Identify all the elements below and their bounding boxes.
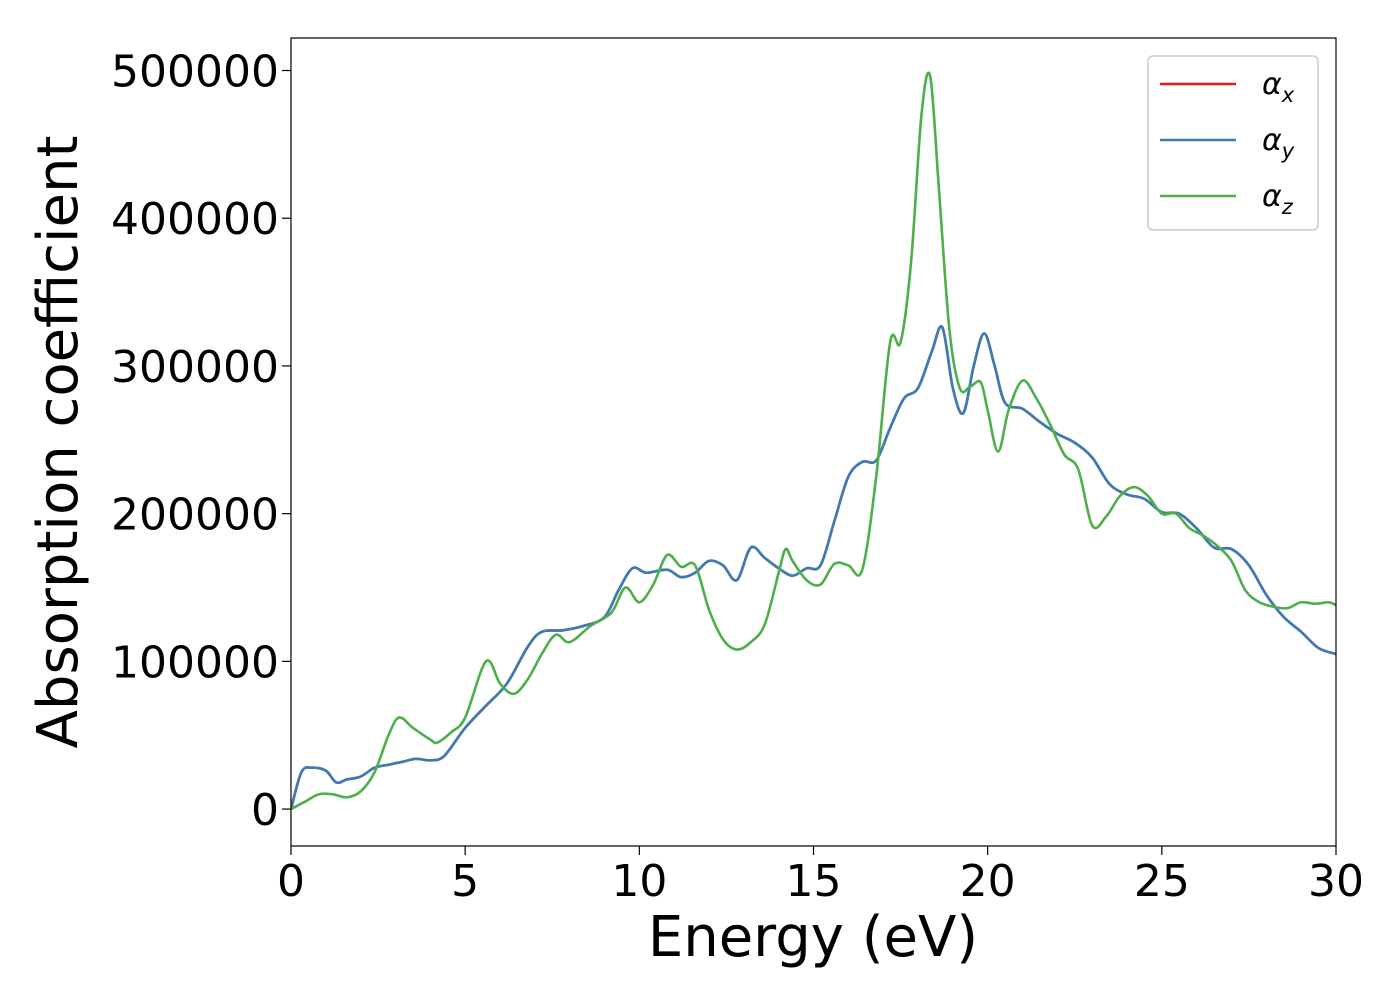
y-axis-ticks: 0 100000 200000 300000 400000 500000 xyxy=(111,46,291,836)
y-tick-label: 0 xyxy=(251,785,279,836)
legend-label-x: αx xyxy=(1262,67,1295,107)
y-tick-label: 100000 xyxy=(111,637,279,688)
x-tick-label: 15 xyxy=(786,856,842,907)
x-tick-label: 0 xyxy=(277,856,305,907)
series-line-2 xyxy=(291,325,1336,810)
x-tick-label: 25 xyxy=(1134,856,1190,907)
y-tick-label: 200000 xyxy=(111,490,279,541)
y-tick-label: 300000 xyxy=(111,342,279,393)
legend: αx αy αz xyxy=(1147,55,1319,231)
y-axis-label: Absorption coefficient xyxy=(26,136,91,749)
legend-label-y: αy xyxy=(1262,123,1295,163)
y-tick-label: 500000 xyxy=(111,46,279,97)
x-tick-label: 20 xyxy=(960,856,1016,907)
x-axis-ticks: 0 5 10 15 20 25 30 xyxy=(277,846,1364,907)
legend-box xyxy=(1147,55,1319,231)
legend-label-z: αz xyxy=(1262,179,1294,219)
x-axis-label: Energy (eV) xyxy=(648,905,978,970)
x-tick-label: 10 xyxy=(611,856,667,907)
y-tick-label: 400000 xyxy=(111,194,279,245)
series-line-3 xyxy=(291,71,1336,811)
x-tick-label: 5 xyxy=(451,856,479,907)
series-layer xyxy=(291,71,1336,811)
x-tick-label: 30 xyxy=(1308,856,1364,907)
